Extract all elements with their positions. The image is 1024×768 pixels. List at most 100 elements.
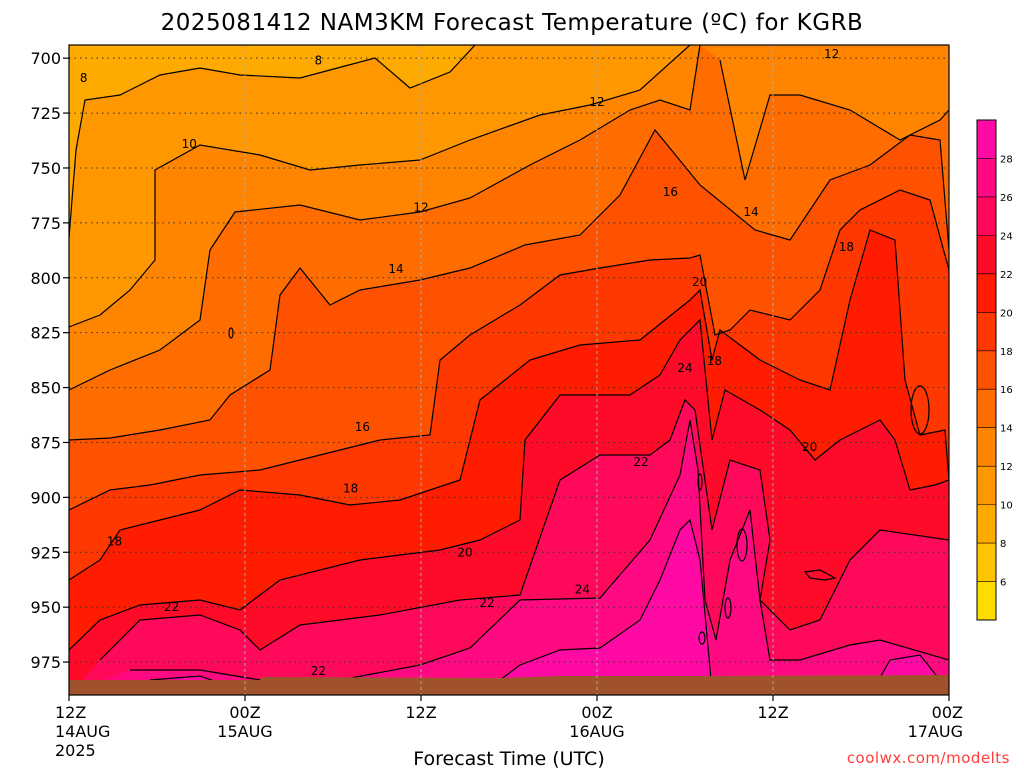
x-tick-label: 15AUG <box>217 722 272 741</box>
y-tick-label: 825 <box>30 324 61 343</box>
y-tick-label: 900 <box>30 488 61 507</box>
colorbar-tick-label: 26 <box>1000 193 1013 204</box>
contour-label-text: 8 <box>80 71 88 85</box>
contour-label-text: 8 <box>315 53 323 67</box>
colorbar-tick-label: 22 <box>1000 270 1013 281</box>
colorbar-swatch <box>977 581 996 621</box>
y-tick-label: 850 <box>30 379 61 398</box>
contour-label-text: 20 <box>802 440 817 454</box>
y-axis: 700 725 750 775 800 825 850 875 900 925 950 975 <box>30 49 69 672</box>
chart-title: 2025081412 NAM3KM Forecast Temperature (… <box>161 10 864 36</box>
colorbar-swatch <box>977 389 996 429</box>
contour-label: 8 <box>315 53 323 67</box>
contour-label: 14 <box>388 262 403 276</box>
contour-label-text: 18 <box>707 354 722 368</box>
y-tick-label: 950 <box>30 598 61 617</box>
contour-label-text: 14 <box>743 205 758 219</box>
x-tick-label: 17AUG <box>908 722 963 741</box>
x-tick-label: 00Z <box>581 703 612 722</box>
colorbar-swatch <box>977 120 996 159</box>
y-tick-label: 725 <box>30 104 61 123</box>
contour-label: 18 <box>107 534 122 548</box>
contour-label-text: 18 <box>343 482 358 496</box>
contour-label: 24 <box>677 361 692 375</box>
y-tick-label: 700 <box>30 49 61 68</box>
contour-label: 18 <box>343 482 358 496</box>
x-tick-label: 14AUG <box>55 722 110 741</box>
contour-label-text: 18 <box>839 240 854 254</box>
contour-label: 24 <box>575 583 590 597</box>
contour-label: 22 <box>164 600 179 614</box>
contour-label-text: 24 <box>677 361 692 375</box>
colorbar-tick-label: 6 <box>1000 578 1006 589</box>
x-tick-label: 00Z <box>932 703 963 722</box>
colorbar-tick-label: 16 <box>1000 385 1013 396</box>
colorbar-swatch <box>977 350 996 390</box>
contour-label-text: 18 <box>107 534 122 548</box>
ground-surface <box>69 675 949 695</box>
contour-label: 18 <box>839 240 854 254</box>
contour-label-text: 16 <box>355 420 370 434</box>
colorbar: 6 8 10 12 14 16 18 20 22 24 26 28 <box>976 119 1013 621</box>
x-tick-label: 12Z <box>757 703 788 722</box>
x-tick-label: 16AUG <box>569 722 624 741</box>
contour-label: 12 <box>824 47 839 61</box>
contour-label: 18 <box>707 354 722 368</box>
colorbar-swatch <box>977 427 996 467</box>
colorbar-swatch <box>977 273 996 313</box>
colorbar-swatch <box>977 543 996 583</box>
contour-label-text: 12 <box>589 95 604 109</box>
colorbar-tick-label: 14 <box>1000 424 1013 435</box>
colorbar-tick-label: 28 <box>1000 154 1013 165</box>
contour-label: 22 <box>311 664 326 678</box>
contour-label-text: 12 <box>824 47 839 61</box>
contour-label-text: 22 <box>633 455 648 469</box>
contour-label-text: 14 <box>388 262 403 276</box>
contour-label: 12 <box>589 95 604 109</box>
contour-label: 16 <box>663 185 678 199</box>
colorbar-tick-label: 24 <box>1000 231 1013 242</box>
colorbar-frame <box>976 119 997 621</box>
contour-label: 14 <box>743 205 758 219</box>
contour-label-text: 20 <box>692 275 707 289</box>
contour-label: 20 <box>692 275 707 289</box>
contour-label-text: 10 <box>182 137 197 151</box>
y-tick-label: 975 <box>30 653 61 672</box>
temperature-band-26 <box>69 420 949 695</box>
colorbar-tick-label: 18 <box>1000 347 1013 358</box>
x-tick-label: 2025 <box>55 741 96 760</box>
credit-text: coolwx.com/modelts <box>847 749 1010 767</box>
contour-label: 8 <box>80 71 88 85</box>
contour-label: 16 <box>355 420 370 434</box>
contour-label-text: 22 <box>311 664 326 678</box>
x-tick-label: 12Z <box>405 703 436 722</box>
y-tick-label: 750 <box>30 159 61 178</box>
colorbar-swatch <box>977 196 996 236</box>
plot-frame <box>68 44 950 696</box>
contour-label-text: 22 <box>479 596 494 610</box>
contour-label-text: 24 <box>575 583 590 597</box>
contour-label: 20 <box>802 440 817 454</box>
colorbar-swatch <box>977 158 996 198</box>
colorbar-tick-label: 20 <box>1000 308 1013 319</box>
contour-label: 10 <box>182 137 197 151</box>
x-tick-label: 00Z <box>229 703 260 722</box>
contour-label-text: 22 <box>164 600 179 614</box>
temperature-band-28 <box>130 520 949 695</box>
colorbar-swatch <box>977 312 996 352</box>
colorbar-swatch <box>977 466 996 506</box>
x-tick-label: 12Z <box>55 703 86 722</box>
y-tick-label: 875 <box>30 433 61 452</box>
colorbar-swatch <box>977 504 996 544</box>
colorbar-tick-label: 8 <box>1000 539 1006 550</box>
contour-label: 22 <box>633 455 648 469</box>
contour-lines <box>69 45 949 695</box>
y-tick-label: 925 <box>30 543 61 562</box>
colorbar-tick-label: 10 <box>1000 501 1013 512</box>
contour-label-text: 16 <box>663 185 678 199</box>
colorbar-tick-label: 12 <box>1000 462 1013 473</box>
